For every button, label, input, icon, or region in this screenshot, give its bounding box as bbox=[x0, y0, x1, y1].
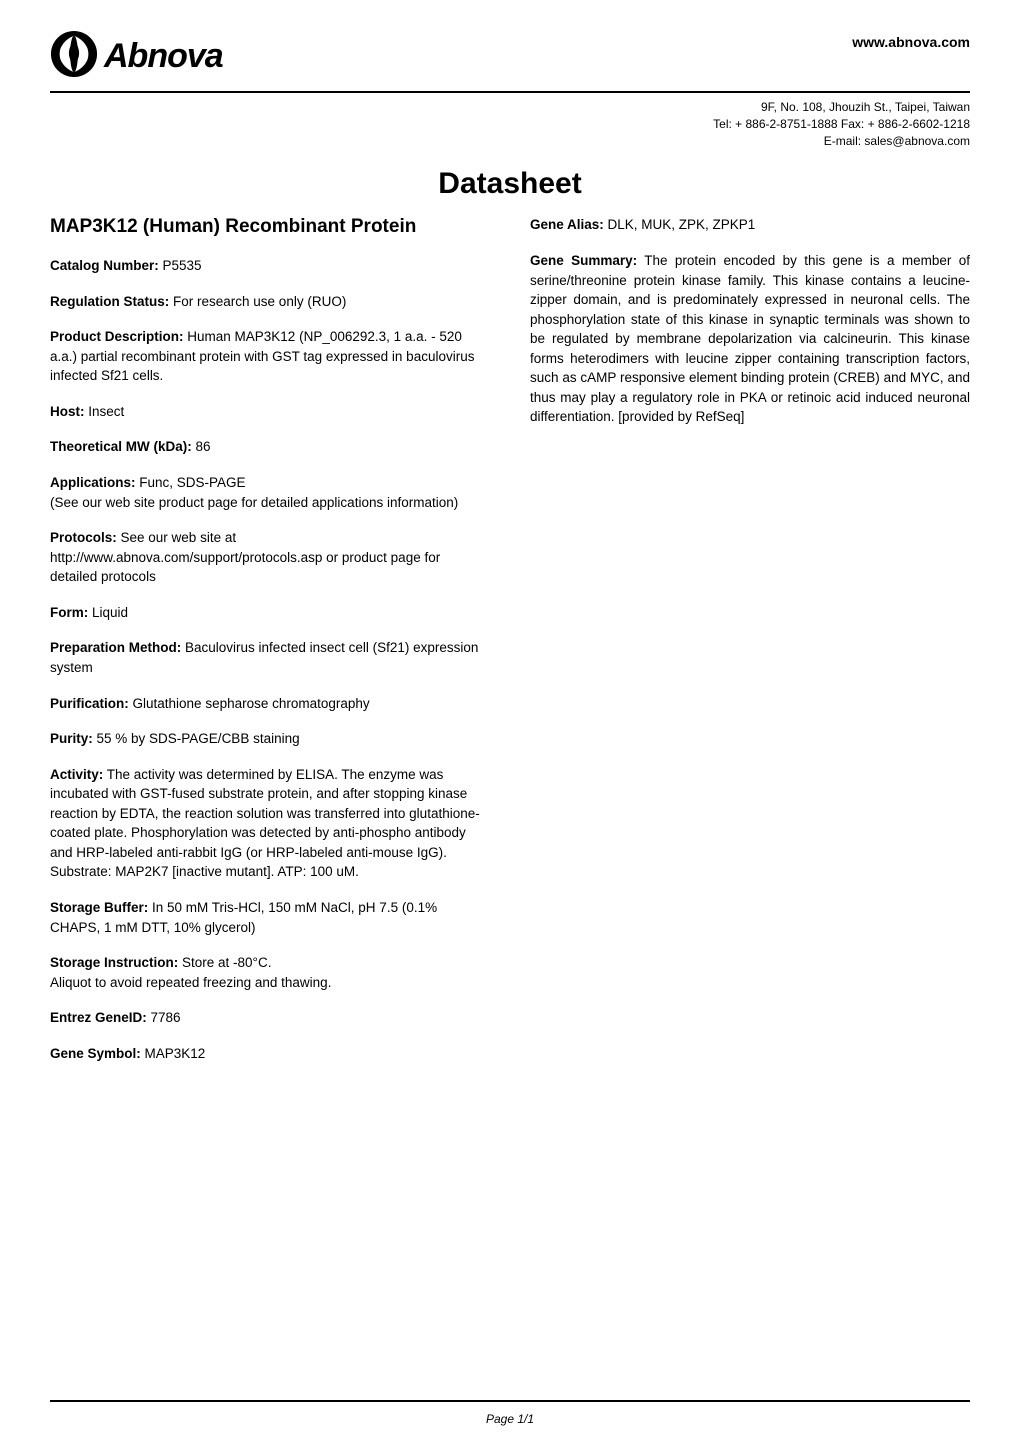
right-fields-container: Gene Alias: DLK, MUK, ZPK, ZPKP1 Gene Sum… bbox=[530, 215, 970, 427]
field-value: Insect bbox=[85, 404, 125, 419]
field-row: Gene Alias: DLK, MUK, ZPK, ZPKP1 bbox=[530, 215, 970, 235]
field-row: Storage Instruction: Store at -80°C. Aliq… bbox=[50, 953, 490, 992]
footer-divider bbox=[50, 1400, 970, 1402]
contact-block: 9F, No. 108, Jhouzih St., Taipei, Taiwan… bbox=[50, 99, 970, 149]
left-column: MAP3K12 (Human) Recombinant Protein Cata… bbox=[50, 215, 490, 1079]
field-value: 86 bbox=[192, 439, 211, 454]
field-row: Theoretical MW (kDa): 86 bbox=[50, 437, 490, 457]
field-row: Applications: Func, SDS-PAGE (See our web… bbox=[50, 473, 490, 512]
field-value: Store at -80°C. bbox=[178, 955, 271, 970]
field-label: Product Description: bbox=[50, 329, 184, 344]
product-title: MAP3K12 (Human) Recombinant Protein bbox=[50, 215, 490, 240]
field-value: The protein encoded by this gene is a me… bbox=[530, 253, 970, 425]
field-value: 55 % by SDS-PAGE/CBB staining bbox=[93, 731, 300, 746]
field-label: Storage Buffer: bbox=[50, 900, 148, 915]
field-value: MAP3K12 bbox=[141, 1046, 206, 1061]
field-label: Gene Symbol: bbox=[50, 1046, 141, 1061]
field-row: Regulation Status: For research use only… bbox=[50, 292, 490, 312]
field-value: P5535 bbox=[159, 258, 202, 273]
field-row: Gene Symbol: MAP3K12 bbox=[50, 1044, 490, 1064]
field-row: Host: Insect bbox=[50, 402, 490, 422]
field-label: Purity: bbox=[50, 731, 93, 746]
page-title: Datasheet bbox=[50, 167, 970, 201]
field-row: Activity: The activity was determined by… bbox=[50, 765, 490, 882]
field-label: Gene Summary: bbox=[530, 253, 637, 268]
right-column: Gene Alias: DLK, MUK, ZPK, ZPKP1 Gene Sum… bbox=[530, 215, 970, 1079]
field-label: Entrez GeneID: bbox=[50, 1010, 147, 1025]
field-label: Storage Instruction: bbox=[50, 955, 178, 970]
left-fields-container: Catalog Number: P5535 Regulation Status: … bbox=[50, 256, 490, 1063]
field-label: Catalog Number: bbox=[50, 258, 159, 273]
field-label: Purification: bbox=[50, 696, 129, 711]
logo-text: Abnova bbox=[104, 37, 223, 76]
field-label: Regulation Status: bbox=[50, 294, 169, 309]
field-value-line: (See our web site product page for detai… bbox=[50, 495, 458, 510]
field-label: Activity: bbox=[50, 767, 103, 782]
field-row: Entrez GeneID: 7786 bbox=[50, 1008, 490, 1028]
field-label: Gene Alias: bbox=[530, 217, 604, 232]
field-value: For research use only (RUO) bbox=[169, 294, 346, 309]
field-label: Applications: bbox=[50, 475, 136, 490]
header: Abnova www.abnova.com bbox=[50, 30, 970, 93]
field-row: Form: Liquid bbox=[50, 603, 490, 623]
content-columns: MAP3K12 (Human) Recombinant Protein Cata… bbox=[50, 215, 970, 1079]
contact-phone: Tel: + 886-2-8751-1888 Fax: + 886-2-6602… bbox=[50, 116, 970, 133]
logo: Abnova bbox=[50, 30, 223, 83]
field-row: Catalog Number: P5535 bbox=[50, 256, 490, 276]
field-label: Preparation Method: bbox=[50, 640, 181, 655]
field-label: Host: bbox=[50, 404, 85, 419]
field-row: Gene Summary: The protein encoded by thi… bbox=[530, 251, 970, 427]
field-value: Liquid bbox=[88, 605, 128, 620]
field-label: Theoretical MW (kDa): bbox=[50, 439, 192, 454]
field-label: Form: bbox=[50, 605, 88, 620]
field-value: The activity was determined by ELISA. Th… bbox=[50, 767, 480, 880]
contact-email: E-mail: sales@abnova.com bbox=[50, 133, 970, 150]
field-row: Purity: 55 % by SDS-PAGE/CBB staining bbox=[50, 729, 490, 749]
field-value: Glutathione sepharose chromatography bbox=[129, 696, 370, 711]
field-value: Func, SDS-PAGE bbox=[136, 475, 246, 490]
field-row: Storage Buffer: In 50 mM Tris-HCl, 150 m… bbox=[50, 898, 490, 937]
field-row: Product Description: Human MAP3K12 (NP_0… bbox=[50, 327, 490, 386]
field-label: Protocols: bbox=[50, 530, 117, 545]
logo-icon bbox=[50, 30, 98, 83]
website-url: www.abnova.com bbox=[852, 34, 970, 50]
field-row: Purification: Glutathione sepharose chro… bbox=[50, 694, 490, 714]
field-row: Preparation Method: Baculovirus infected… bbox=[50, 638, 490, 677]
page-container: Abnova www.abnova.com 9F, No. 108, Jhouz… bbox=[0, 0, 1020, 1442]
field-value: DLK, MUK, ZPK, ZPKP1 bbox=[604, 217, 756, 232]
page-number: Page 1/1 bbox=[0, 1412, 1020, 1426]
contact-address: 9F, No. 108, Jhouzih St., Taipei, Taiwan bbox=[50, 99, 970, 116]
field-value: 7786 bbox=[147, 1010, 181, 1025]
field-value-line: Aliquot to avoid repeated freezing and t… bbox=[50, 975, 331, 990]
field-row: Protocols: See our web site at http://ww… bbox=[50, 528, 490, 587]
